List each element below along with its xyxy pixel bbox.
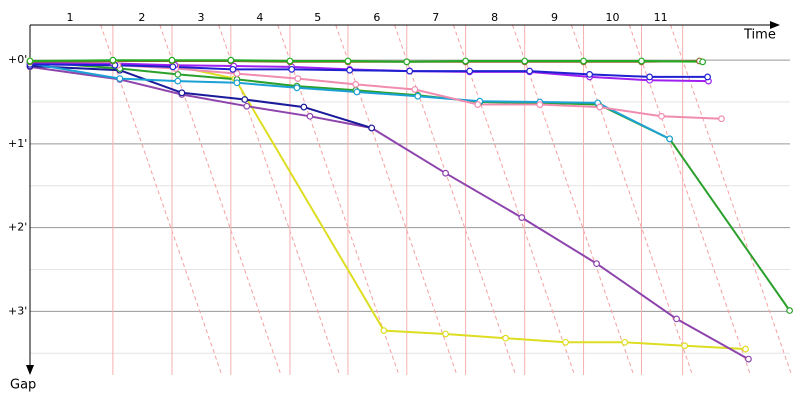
point <box>718 115 725 123</box>
x-tick-label: 8 <box>491 11 498 24</box>
y-tick-label: +1' <box>8 137 27 150</box>
x-tick-label: 3 <box>197 11 204 24</box>
lap-diagonal <box>394 24 517 376</box>
point <box>406 67 414 75</box>
lap-diagonal <box>670 24 793 376</box>
series-line <box>29 63 708 78</box>
x-axis-arrow <box>770 21 780 29</box>
series-line <box>29 65 749 360</box>
point <box>593 260 600 268</box>
y-tick-label: +3' <box>8 304 27 317</box>
x-tick-label: 1 <box>66 11 73 24</box>
point <box>380 327 388 335</box>
x-tick-label: 6 <box>373 11 380 24</box>
point <box>352 81 360 88</box>
point <box>403 58 411 66</box>
lap-diagonal <box>512 24 635 376</box>
point <box>26 57 34 65</box>
series-line <box>29 65 372 129</box>
point <box>116 75 124 82</box>
point <box>562 338 569 346</box>
lap-diagonal <box>452 24 576 376</box>
point <box>294 75 302 82</box>
series-line <box>29 60 746 350</box>
point <box>536 101 544 108</box>
point <box>521 57 529 65</box>
point <box>638 57 645 65</box>
point <box>233 79 241 87</box>
point <box>526 67 534 75</box>
point <box>742 345 749 353</box>
point <box>368 124 376 132</box>
point <box>306 112 314 120</box>
lap-diagonal <box>218 24 341 376</box>
x-tick-label: 4 <box>256 11 263 24</box>
point <box>699 58 707 66</box>
point <box>586 71 594 78</box>
point <box>241 96 249 103</box>
lap-diagonal <box>277 24 400 376</box>
point <box>174 77 182 85</box>
lap-diagonal <box>335 24 458 376</box>
point <box>518 214 526 221</box>
y-axis-title: Gap <box>10 378 36 393</box>
point <box>462 57 469 65</box>
point <box>466 67 474 75</box>
point <box>109 56 117 64</box>
point <box>786 307 793 314</box>
point <box>346 66 354 74</box>
point <box>227 56 235 64</box>
point <box>293 84 301 92</box>
x-tick-label: 2 <box>138 11 145 24</box>
series-line <box>29 60 722 120</box>
y-tick-label: +0' <box>8 53 27 66</box>
point <box>681 342 689 350</box>
y-axis-arrow <box>26 365 34 375</box>
point <box>353 88 361 96</box>
point <box>658 112 665 120</box>
y-tick-label: +2' <box>8 221 27 234</box>
point <box>442 169 449 177</box>
point <box>673 315 680 323</box>
point <box>745 355 752 363</box>
point <box>666 135 674 143</box>
point <box>168 56 176 64</box>
lap-diagonal <box>628 24 751 376</box>
point <box>411 86 419 93</box>
point <box>233 70 241 77</box>
point <box>344 57 352 65</box>
point <box>300 103 308 111</box>
point <box>596 103 604 111</box>
x-axis-title: Time <box>743 28 776 43</box>
point <box>174 71 182 78</box>
point <box>169 63 177 71</box>
point <box>243 102 251 110</box>
point <box>288 65 296 73</box>
x-tick-label: 9 <box>551 11 558 24</box>
x-tick-label: 7 <box>432 11 439 24</box>
point <box>704 73 711 81</box>
x-tick-label: 5 <box>314 11 321 24</box>
point <box>474 101 482 108</box>
point <box>178 89 186 97</box>
point <box>286 57 294 65</box>
point <box>229 65 237 73</box>
x-tick-label: 10 <box>606 11 620 24</box>
point <box>414 92 422 100</box>
point <box>646 73 654 81</box>
point <box>442 330 449 338</box>
lap-diagonal <box>159 24 282 376</box>
point <box>621 338 629 346</box>
point <box>502 334 509 342</box>
point <box>580 57 587 65</box>
lap-diagonal <box>100 24 223 376</box>
series-line <box>29 59 703 63</box>
x-tick-label: 11 <box>654 11 668 24</box>
